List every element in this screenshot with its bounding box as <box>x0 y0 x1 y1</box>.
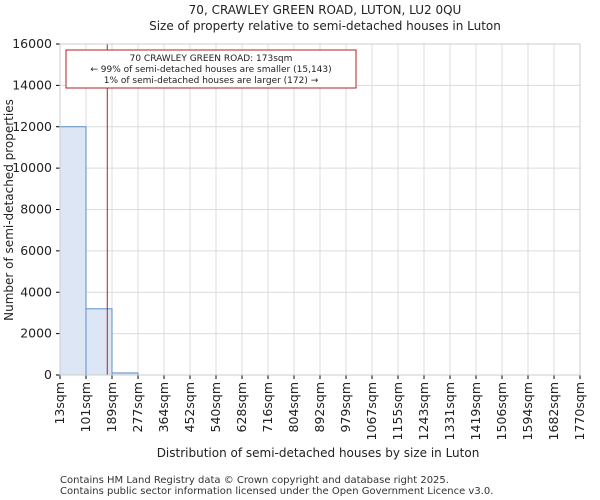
y-tick-label: 16000 <box>12 36 52 51</box>
y-tick-label: 0 <box>44 367 52 382</box>
x-tick-label: 1067sqm <box>364 382 379 440</box>
annotation-box: 70 CRAWLEY GREEN ROAD: 173sqm ← 99% of s… <box>65 49 357 89</box>
x-tick-label: 1419sqm <box>468 382 483 440</box>
y-tick-label: 8000 <box>20 202 52 217</box>
x-tick-label: 101sqm <box>78 382 93 432</box>
y-tick-label: 12000 <box>12 119 52 134</box>
y-tick-label: 6000 <box>20 243 52 258</box>
footer-line2: Contains public sector information licen… <box>60 486 493 497</box>
x-tick-label: 13sqm <box>52 382 67 425</box>
x-tick-label: 1506sqm <box>494 382 509 440</box>
x-tick-label: 1243sqm <box>416 382 431 440</box>
x-tick-label: 716sqm <box>260 382 275 432</box>
x-axis-label: Distribution of semi-detached houses by … <box>157 446 480 460</box>
chart-title-line1: 70, CRAWLEY GREEN ROAD, LUTON, LU2 0QU <box>189 3 462 17</box>
x-tick-label: 277sqm <box>130 382 145 432</box>
bar <box>85 308 113 376</box>
x-tick-label: 1155sqm <box>390 382 405 440</box>
x-tick-label: 540sqm <box>208 382 223 432</box>
bars <box>59 126 139 376</box>
x-axis: 13sqm 101sqm 189sqm 277sqm 364sqm 452sqm 540sq… <box>52 374 587 440</box>
x-tick-label: 1682sqm <box>546 382 561 440</box>
y-tick-label: 10000 <box>12 160 52 175</box>
bar <box>59 126 87 376</box>
x-tick-label: 804sqm <box>286 382 301 432</box>
plot-frame <box>59 43 581 376</box>
annotation-border <box>65 49 357 89</box>
annotation-line1: 70 CRAWLEY GREEN ROAD: 173sqm <box>130 54 293 64</box>
annotation-line3: 1% of semi-detached houses are larger (1… <box>104 76 319 86</box>
footer-line1: Contains HM Land Registry data © Crown c… <box>60 475 449 486</box>
x-tick-label: 892sqm <box>312 382 327 432</box>
chart-title-line2: Size of property relative to semi-detach… <box>149 19 501 33</box>
x-tick-label: 452sqm <box>182 382 197 432</box>
x-tick-label: 364sqm <box>156 382 171 432</box>
y-tick-label: 14000 <box>12 77 52 92</box>
annotation-line2: ← 99% of semi-detached houses are smalle… <box>90 65 331 75</box>
x-tick-label: 1594sqm <box>520 382 535 440</box>
y-tick-label: 2000 <box>20 326 52 341</box>
y-axis: 0 2000 4000 6000 8000 10000 12000 14000 16000 <box>12 36 61 382</box>
x-tick-label: 628sqm <box>234 382 249 432</box>
x-tick-label: 1331sqm <box>442 382 457 440</box>
y-tick-label: 4000 <box>20 284 52 299</box>
x-tick-label: 979sqm <box>338 382 353 432</box>
x-tick-label: 1770sqm <box>572 382 587 440</box>
x-tick-label: 189sqm <box>104 382 119 432</box>
y-axis-label: Number of semi-detached properties <box>2 99 16 321</box>
gridlines <box>59 43 581 376</box>
